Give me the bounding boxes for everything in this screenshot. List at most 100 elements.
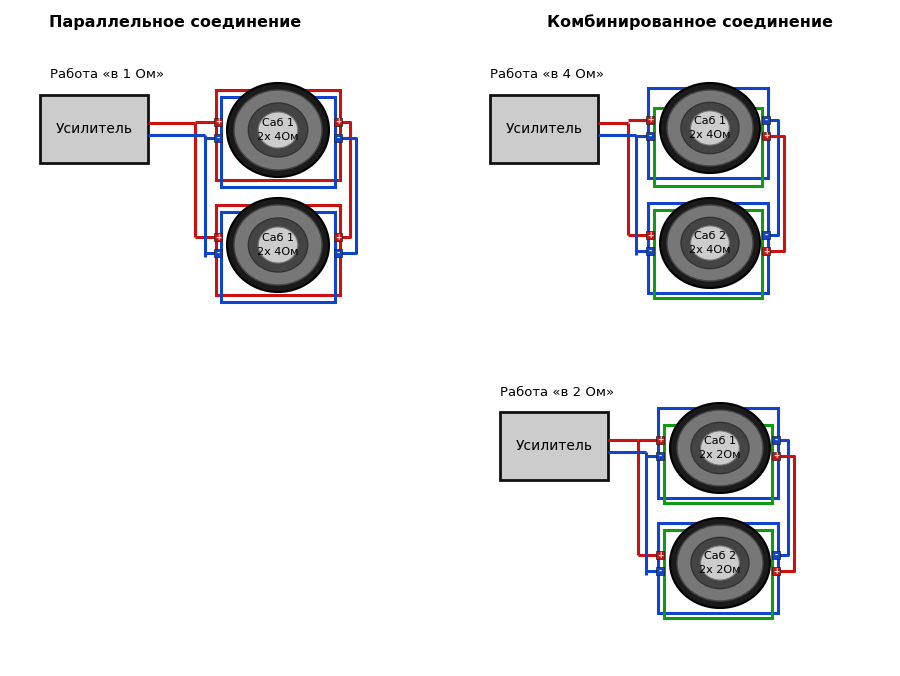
Bar [221, 97, 335, 187]
Text: Усилитель: Усилитель [516, 439, 592, 453]
Bar [654, 210, 762, 298]
Ellipse shape [700, 431, 740, 465]
Text: +: + [215, 233, 221, 241]
Ellipse shape [227, 198, 329, 292]
Bar [214, 118, 222, 126]
Text: Работа «в 1 Ом»: Работа «в 1 Ом» [50, 68, 164, 82]
Ellipse shape [667, 205, 753, 281]
Text: +: + [215, 118, 221, 126]
Bar [216, 90, 340, 180]
Bar [214, 233, 222, 241]
Ellipse shape [660, 83, 760, 173]
Text: Саб 2
2х 2Ом: Саб 2 2х 2Ом [699, 552, 741, 575]
Bar [656, 551, 664, 559]
Ellipse shape [660, 198, 760, 288]
Bar [646, 116, 654, 124]
Ellipse shape [258, 112, 298, 148]
Text: Работа «в 4 Ом»: Работа «в 4 Ом» [490, 68, 604, 82]
Ellipse shape [670, 518, 770, 608]
Ellipse shape [670, 403, 770, 493]
Bar [656, 567, 664, 575]
Ellipse shape [677, 410, 763, 486]
Bar [500, 412, 608, 480]
Ellipse shape [681, 218, 739, 268]
Text: +: + [335, 118, 341, 126]
Bar [214, 249, 222, 257]
Bar [490, 95, 598, 163]
Text: +: + [763, 247, 769, 256]
Text: -: - [774, 435, 778, 445]
Bar [214, 134, 222, 142]
Text: Саб 1
2х 4Ом: Саб 1 2х 4Ом [257, 118, 299, 141]
Ellipse shape [690, 111, 729, 145]
Bar [762, 116, 770, 124]
Ellipse shape [234, 90, 322, 170]
Ellipse shape [258, 227, 298, 263]
Text: +: + [657, 435, 663, 445]
Bar [772, 436, 780, 444]
Bar [646, 247, 654, 255]
Text: -: - [648, 132, 652, 141]
Text: Саб 2
2х 4Ом: Саб 2 2х 4Ом [689, 231, 731, 255]
Bar [654, 108, 762, 186]
Text: +: + [773, 452, 779, 460]
Ellipse shape [248, 218, 308, 272]
Ellipse shape [248, 103, 308, 157]
Text: Усилитель: Усилитель [56, 122, 132, 136]
Text: -: - [659, 452, 662, 460]
Ellipse shape [677, 525, 763, 601]
Text: -: - [648, 247, 652, 256]
Bar [334, 134, 342, 142]
Bar [656, 436, 664, 444]
Ellipse shape [691, 422, 749, 474]
Bar [772, 452, 780, 460]
Bar [658, 523, 778, 613]
Bar [646, 231, 654, 239]
Bar [762, 247, 770, 255]
Text: Работа «в 2 Ом»: Работа «в 2 Ом» [500, 385, 614, 398]
Text: Саб 1
2х 2Ом: Саб 1 2х 2Ом [699, 437, 741, 460]
Ellipse shape [700, 546, 740, 580]
Text: +: + [647, 231, 653, 239]
Text: Параллельное соединение: Параллельное соединение [49, 14, 302, 30]
Text: Саб 1
2х 4Ом: Саб 1 2х 4Ом [689, 116, 731, 140]
Text: Саб 1
2х 4Ом: Саб 1 2х 4Ом [257, 233, 299, 257]
Bar [772, 567, 780, 575]
Text: Усилитель: Усилитель [506, 122, 582, 136]
Bar [772, 551, 780, 559]
Text: -: - [216, 249, 220, 258]
Bar [762, 231, 770, 239]
Bar [334, 118, 342, 126]
Text: -: - [337, 249, 339, 258]
Text: +: + [335, 233, 341, 241]
Ellipse shape [227, 83, 329, 177]
Bar [656, 452, 664, 460]
Ellipse shape [681, 102, 739, 153]
Ellipse shape [667, 90, 753, 166]
Text: +: + [657, 550, 663, 560]
Text: -: - [337, 133, 339, 143]
Bar [334, 233, 342, 241]
Bar [762, 132, 770, 140]
Text: -: - [764, 231, 768, 239]
Bar [646, 132, 654, 140]
Text: +: + [763, 132, 769, 141]
Text: -: - [216, 133, 220, 143]
Bar [664, 530, 772, 618]
Text: -: - [774, 550, 778, 560]
Bar [40, 95, 148, 163]
Bar [664, 425, 772, 503]
Bar [648, 88, 768, 178]
Text: -: - [764, 116, 768, 124]
Bar [221, 212, 335, 302]
Bar [648, 203, 768, 293]
Text: +: + [773, 566, 779, 575]
Bar [658, 408, 778, 498]
Ellipse shape [690, 226, 729, 260]
Ellipse shape [691, 537, 749, 589]
Text: Комбинированное соединение: Комбинированное соединение [547, 14, 833, 30]
Ellipse shape [234, 205, 322, 285]
Bar [216, 205, 340, 295]
Bar [334, 249, 342, 257]
Text: -: - [659, 566, 662, 575]
